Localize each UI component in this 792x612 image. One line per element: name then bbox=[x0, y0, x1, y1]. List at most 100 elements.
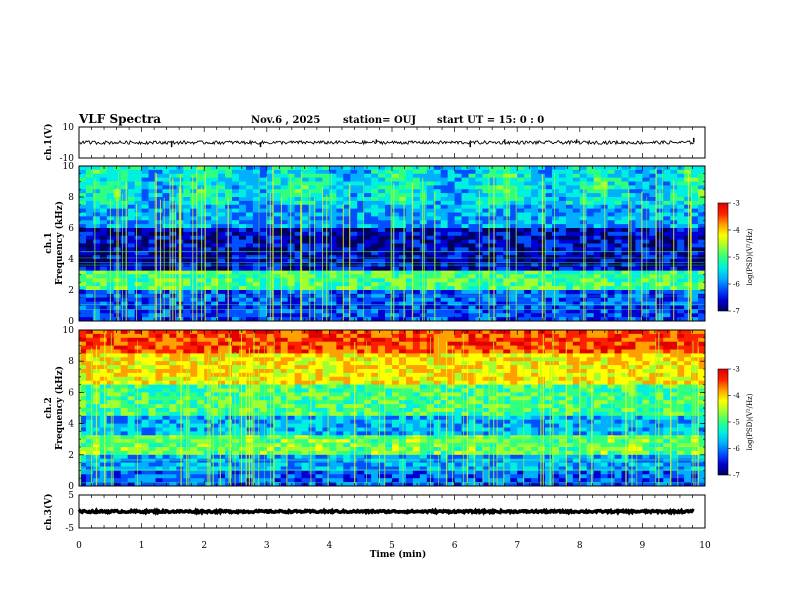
ch2-spectrogram-cell bbox=[176, 388, 184, 393]
ch1-spectrogram-cell bbox=[489, 208, 497, 213]
ch1-spectrogram-cell bbox=[378, 200, 386, 206]
ch1-spectrogram-cell bbox=[155, 290, 163, 295]
ch1-spectrogram-cell bbox=[482, 309, 490, 314]
ch1-spectrogram-cell bbox=[398, 208, 407, 213]
ch1-spectrogram-cell bbox=[120, 220, 129, 225]
ch1-spectrogram-cell bbox=[600, 266, 609, 272]
ch1-spectrogram-cell bbox=[357, 228, 365, 233]
ch2-spectrogram-cell bbox=[190, 380, 198, 385]
ch1-spectrogram-cell bbox=[148, 286, 156, 291]
ch1-spectrogram-cell bbox=[211, 255, 219, 260]
ch1-spectrogram-cell bbox=[287, 270, 296, 275]
ch1-spectrogram-cell bbox=[649, 247, 657, 252]
ch1-spectrogram-cell bbox=[419, 309, 428, 314]
ch2-spectrogram-cell bbox=[113, 454, 122, 460]
ch1-spectrogram-cell bbox=[301, 301, 309, 306]
ch2-spectrogram-cell bbox=[127, 400, 136, 405]
ch1-spectrogram-cell bbox=[558, 286, 567, 291]
ch1-spectrogram-cell bbox=[259, 278, 268, 283]
ch1-spectrogram-cell bbox=[238, 224, 247, 229]
ch1-spectrogram-cell bbox=[259, 297, 268, 303]
ch1-spectrogram-cell bbox=[635, 166, 643, 171]
ch1-spectrogram-cell bbox=[238, 313, 247, 318]
ch2-spectrogram-cell bbox=[301, 423, 309, 428]
ch1-spectrogram-cell bbox=[357, 270, 365, 275]
ch1-spectrogram-cell bbox=[607, 204, 615, 210]
ch1-spectrogram-cell bbox=[197, 169, 205, 175]
ch1-spectrogram-cell bbox=[691, 166, 699, 171]
ch1-spectrogram-cell bbox=[398, 266, 407, 272]
ch2-spectrogram-cell bbox=[127, 415, 136, 421]
ch1-spectrogram-cell bbox=[99, 305, 108, 310]
ch1-spectrogram-cell bbox=[343, 305, 351, 310]
ch1-spectrogram-cell bbox=[454, 193, 462, 198]
ch1-spectrogram-cell bbox=[572, 239, 581, 244]
ch1-spectrogram-cell bbox=[440, 313, 449, 318]
ch1-spectrogram-cell bbox=[621, 247, 629, 252]
ch1-spectrogram-cell bbox=[398, 274, 407, 279]
ch2-spectrogram-cell bbox=[127, 330, 136, 335]
ch1-spectrogram-cell bbox=[454, 231, 462, 237]
ch2-spectrogram-cell bbox=[79, 353, 87, 358]
ch2-spectrogram-cell bbox=[232, 470, 240, 475]
ch2-spectrogram-cell bbox=[141, 365, 149, 370]
ch2-spectrogram-cell bbox=[155, 466, 163, 471]
ch1-spectrogram-cell bbox=[419, 239, 428, 244]
ch2-spectrogram-cell bbox=[273, 419, 282, 424]
ch1-spectrogram-cell bbox=[482, 313, 490, 318]
ch1-spectrogram-cell bbox=[148, 189, 156, 194]
ch2-spectrogram-cell bbox=[113, 384, 122, 389]
ch1-spectrogram-cell bbox=[440, 301, 449, 306]
ch1-spectrogram-cell bbox=[364, 197, 372, 202]
ch1-spectrogram-cell bbox=[287, 301, 296, 306]
ch1-spectrogram-cell bbox=[183, 231, 191, 237]
ch1-spectrogram-cell bbox=[385, 251, 393, 256]
ch1-spectrogram-cell bbox=[190, 286, 198, 291]
ch2-spectrogram-cell bbox=[120, 439, 129, 444]
ch1-spectrogram-cell bbox=[371, 255, 379, 260]
ch1-spectrogram-cell bbox=[308, 317, 316, 322]
ch1-spectrogram-cell bbox=[461, 228, 469, 233]
ch1-spectrogram-cell bbox=[245, 270, 254, 275]
ch1-spectrogram-cell bbox=[252, 185, 261, 190]
ch2-spectrogram-cell bbox=[162, 349, 170, 354]
ch1-spectrogram-cell bbox=[252, 200, 261, 206]
ch1-spectrogram-cell bbox=[545, 239, 553, 244]
ch1-spectrogram-cell bbox=[440, 282, 449, 287]
ch1-spectrogram-cell bbox=[517, 204, 525, 210]
ch2-spectrogram-cell bbox=[120, 478, 129, 483]
ch2-spectrogram-cell bbox=[238, 474, 247, 479]
ch1-spectrogram-cell bbox=[517, 181, 525, 186]
ch1-spectrogram-cell bbox=[628, 270, 636, 275]
ch1-spectrogram-cell bbox=[551, 274, 560, 279]
ch1-spectrogram-cell bbox=[496, 212, 504, 217]
ch1-spectrogram-cell bbox=[600, 173, 609, 179]
ch1-spectrogram-cell bbox=[190, 305, 198, 310]
ch2-spectrogram-cell bbox=[238, 415, 247, 421]
ch1-spectrogram-cell bbox=[134, 313, 142, 318]
ch1-spectrogram-cell bbox=[392, 216, 400, 221]
ch1-spectrogram-cell bbox=[204, 251, 212, 256]
ch1-spectrogram-cell bbox=[593, 251, 602, 256]
ch1-spectrogram-cell bbox=[343, 313, 351, 318]
ch2-spectrogram-cell bbox=[280, 365, 289, 370]
ch1-spectrogram-cell bbox=[412, 231, 421, 237]
ch1-spectrogram-cell bbox=[642, 270, 650, 275]
ch1-spectrogram-cell bbox=[245, 290, 254, 295]
ch1-spectrogram-cell bbox=[426, 270, 435, 275]
ch1-spectrogram-cell bbox=[294, 239, 302, 244]
ch1-spectrogram-cell bbox=[92, 212, 101, 217]
ch1-spectrogram-cell bbox=[600, 193, 609, 198]
ch1-spectrogram-cell bbox=[252, 235, 261, 241]
ch1-spectrogram-cell bbox=[141, 305, 149, 310]
ch1-spectrogram-cell bbox=[558, 305, 567, 310]
ch1-spectrogram-cell bbox=[120, 200, 129, 206]
ch1-spectrogram-cell bbox=[385, 204, 393, 210]
ch1-spectrogram-cell bbox=[329, 255, 337, 260]
ch1-spectrogram-cell bbox=[92, 220, 101, 225]
ch1-spectrogram-cell bbox=[607, 185, 615, 190]
ch1-spectrogram-cell bbox=[364, 309, 372, 314]
ch1-spectrogram-cell bbox=[510, 255, 518, 260]
ch1-spectrogram-cell bbox=[607, 216, 615, 221]
ch2-spectrogram-cell bbox=[176, 376, 184, 382]
